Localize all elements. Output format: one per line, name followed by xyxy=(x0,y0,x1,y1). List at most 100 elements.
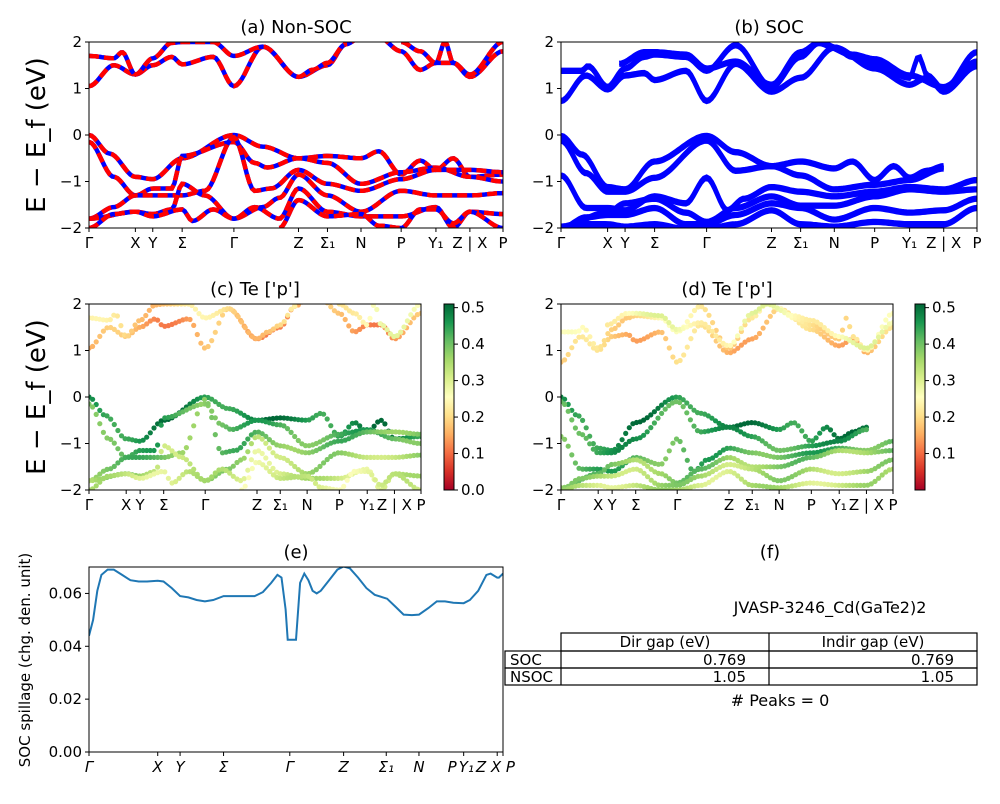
projection-point xyxy=(378,454,384,460)
projection-point xyxy=(562,329,568,335)
projection-point xyxy=(241,476,247,482)
projection-point xyxy=(706,312,712,318)
y-tick-label: −2 xyxy=(60,481,82,499)
projection-point xyxy=(717,450,723,456)
projection-point xyxy=(681,352,687,358)
x-tick-label: P xyxy=(870,234,879,252)
x-tick-label: Γ xyxy=(673,496,682,514)
projection-point xyxy=(256,335,262,341)
projection-point xyxy=(367,322,374,328)
projection-point xyxy=(169,448,175,454)
projection-point xyxy=(648,425,654,431)
x-tick-label: Σ₁ xyxy=(320,234,336,252)
projection-point xyxy=(813,435,819,441)
y-tick-label: 1 xyxy=(544,80,554,98)
x-tick-label: Σ₁ xyxy=(793,234,809,252)
projection-point xyxy=(890,310,893,316)
projection-point xyxy=(580,466,586,472)
table-header-dir-gap: Dir gap (eV) xyxy=(620,633,711,651)
x-tick-label: N xyxy=(829,234,840,252)
projection-point xyxy=(158,448,164,455)
plot-area xyxy=(89,304,421,490)
projection-point xyxy=(248,432,254,438)
x-tick-label: Z X P xyxy=(475,758,516,776)
projection-point xyxy=(601,467,607,473)
y-tick-label: 1 xyxy=(72,80,82,98)
projection-point xyxy=(151,454,157,460)
projection-point xyxy=(712,418,719,424)
x-tick-label: Γ xyxy=(85,234,94,252)
colorbar-tick-label: 0.3 xyxy=(461,372,485,390)
projection-point xyxy=(324,475,330,481)
projection-point xyxy=(144,434,150,440)
x-tick-label: Y₁ xyxy=(901,234,917,252)
projection-point xyxy=(854,482,860,488)
projection-point xyxy=(623,441,629,447)
projection-point xyxy=(144,454,150,460)
projection-point xyxy=(670,354,676,360)
y-tick-label: −1 xyxy=(60,173,82,191)
projection-point xyxy=(147,430,153,436)
projection-point xyxy=(760,464,766,470)
x-tick-label: Z xyxy=(766,234,776,252)
projection-point xyxy=(228,306,234,312)
projection-point xyxy=(270,326,277,332)
x-tick-label: Z | X xyxy=(926,234,961,252)
projection-point xyxy=(648,412,654,418)
projection-point xyxy=(364,429,370,435)
projection-point xyxy=(259,450,265,457)
projection-point xyxy=(821,325,827,331)
projection-point xyxy=(256,448,262,454)
projection-point xyxy=(140,447,146,454)
projection-point xyxy=(93,483,99,489)
band-line xyxy=(561,186,977,228)
projection-point xyxy=(114,313,120,319)
projection-point xyxy=(742,322,748,328)
projection-point xyxy=(295,437,301,444)
projection-point xyxy=(587,482,593,488)
projection-point xyxy=(677,357,683,364)
projection-point xyxy=(724,455,730,461)
projection-point xyxy=(369,472,375,478)
x-tick-label: Γ xyxy=(85,496,94,514)
projection-point xyxy=(263,455,269,461)
x-tick-label: N xyxy=(301,496,312,514)
projection-point xyxy=(384,327,390,333)
projection-point xyxy=(249,465,255,472)
projection-point xyxy=(183,445,189,451)
projection-point xyxy=(818,331,824,337)
x-tick-label: X xyxy=(130,234,140,252)
projection-point xyxy=(305,473,312,479)
projection-point xyxy=(364,454,370,460)
x-tick-label: Γ xyxy=(85,758,95,776)
projection-point xyxy=(133,454,139,460)
projection-point xyxy=(659,410,665,416)
colorbar-tick-label: 0.2 xyxy=(932,408,956,426)
projection-point xyxy=(411,306,417,312)
projection-point xyxy=(666,482,672,488)
projection-point xyxy=(562,357,568,363)
projection-point xyxy=(342,316,348,323)
projection-point xyxy=(372,477,378,483)
projection-point xyxy=(576,328,582,334)
projection-point xyxy=(346,424,352,430)
projection-point xyxy=(180,450,186,456)
projection-point xyxy=(583,435,589,441)
projection-point xyxy=(284,426,291,432)
projection-point xyxy=(360,319,366,325)
projection-point xyxy=(771,464,777,470)
projection-point xyxy=(140,437,146,443)
projection-point xyxy=(663,482,669,488)
y-tick-label: 0.04 xyxy=(49,637,82,655)
projection-point xyxy=(111,463,117,469)
projection-point xyxy=(879,329,885,335)
projection-point xyxy=(242,325,248,331)
x-tick-label: Σ xyxy=(159,496,168,514)
projection-point xyxy=(173,479,179,485)
projection-point xyxy=(238,445,244,451)
panel-e-spillage: (e) 0.00 0.02 0.04 0.06 Γ X Y Σ Γ Z Σ₁ N P Y₁ Z X P xyxy=(49,542,516,776)
y-tick-label: 0 xyxy=(544,388,554,406)
colorbar xyxy=(914,303,926,491)
projection-point xyxy=(266,445,272,451)
